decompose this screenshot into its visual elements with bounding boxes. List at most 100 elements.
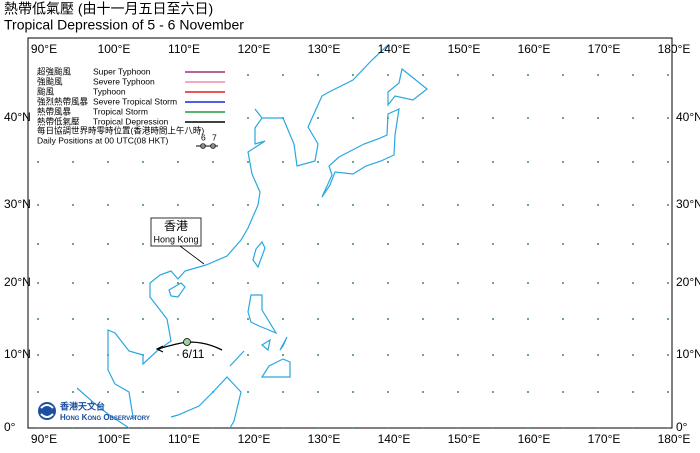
grid-dot	[597, 354, 599, 356]
grid-dot	[72, 354, 74, 356]
grid-dot	[212, 354, 214, 356]
grid-dot	[492, 161, 494, 163]
grid-dot	[527, 354, 529, 356]
legend-zh: 強烈熱帶風暴	[37, 96, 89, 106]
grid-dot	[527, 117, 529, 119]
latitude-label: 0°	[4, 420, 16, 434]
longitude-label: 140°E	[378, 42, 411, 56]
longitude-label: 100°E	[98, 42, 131, 56]
grid-dot	[352, 318, 354, 320]
grid-dot	[37, 161, 39, 163]
grid-dot	[107, 318, 109, 320]
grid-dot	[247, 354, 249, 356]
grid-dot	[282, 354, 284, 356]
grid-dot	[317, 354, 319, 356]
grid-dot	[597, 427, 599, 429]
grid-dot	[422, 117, 424, 119]
grid-dot	[37, 427, 39, 429]
legend-example: 6 7	[196, 132, 218, 149]
grid-dot	[422, 318, 424, 320]
grid-dot	[212, 204, 214, 206]
grid-dot	[632, 282, 634, 284]
grid-dot	[317, 117, 319, 119]
grid-dot	[247, 391, 249, 393]
longitude-label: 110°E	[168, 432, 200, 446]
pointer-line	[179, 245, 205, 265]
legend-en: Tropical Storm	[93, 106, 148, 116]
legend-note-zh: 每日協調世界時零時位置(香港時間上午八時)	[37, 125, 204, 135]
grid-dot	[597, 243, 599, 245]
grid-dot	[37, 354, 39, 356]
grid-dot	[247, 204, 249, 206]
grid-dot	[597, 318, 599, 320]
grid-dot	[37, 243, 39, 245]
grid-dot	[72, 391, 74, 393]
grid-dot	[562, 354, 564, 356]
grid-dot	[632, 117, 634, 119]
latitude-label: 0°	[676, 420, 688, 434]
grid-dot	[317, 282, 319, 284]
grid-dot	[492, 204, 494, 206]
grid-dot	[457, 243, 459, 245]
grid-dot	[597, 282, 599, 284]
grid-dot	[562, 161, 564, 163]
title-zh: 熱帶低氣壓 (由十一月五日至六日)	[4, 1, 213, 17]
grid-dot	[527, 282, 529, 284]
legend-zh: 熱帶風暴	[37, 106, 72, 116]
grid-dot	[212, 243, 214, 245]
grid-dot	[72, 204, 74, 206]
grid-dot	[632, 204, 634, 206]
grid-dot	[527, 161, 529, 163]
place-en: Hong Kong	[153, 234, 198, 244]
grid-dot	[667, 204, 669, 206]
example-dot	[200, 143, 206, 149]
grid-dot	[667, 282, 669, 284]
grid-dot	[632, 354, 634, 356]
daily-position	[183, 338, 191, 346]
longitude-label: 170°E	[588, 42, 621, 56]
grid-dot	[562, 282, 564, 284]
grid-dot	[282, 318, 284, 320]
latitude-label: 20°N	[676, 275, 700, 289]
grid-dot	[142, 243, 144, 245]
grid-dot	[527, 318, 529, 320]
grid-dot	[177, 204, 179, 206]
grid-dot	[37, 391, 39, 393]
grid-dot	[422, 243, 424, 245]
grid-dot	[457, 161, 459, 163]
grid-dot	[597, 161, 599, 163]
place-label: 香港 Hong Kong	[150, 217, 205, 265]
grid-dot	[387, 391, 389, 393]
grid-dot	[492, 427, 494, 429]
grid-dot	[457, 391, 459, 393]
legend-note-en: Daily Positions at 00 UTC(08 HKT)	[37, 135, 168, 145]
grid-dot	[422, 427, 424, 429]
grid-dot	[107, 391, 109, 393]
grid-dot	[107, 161, 109, 163]
grid-dot	[667, 354, 669, 356]
grid-dot	[72, 318, 74, 320]
legend-zh: 颱風	[37, 86, 55, 96]
grid-dot	[72, 282, 74, 284]
grid-dot	[177, 161, 179, 163]
legend-en: Tropical Depression	[93, 116, 169, 126]
logo-zh: 香港天文台	[59, 400, 105, 411]
logo-mark	[40, 404, 54, 418]
track-arrow	[155, 345, 164, 353]
grid-dot	[562, 427, 564, 429]
grid-dot	[317, 391, 319, 393]
grid-dot	[212, 161, 214, 163]
grid-dot	[177, 318, 179, 320]
latitude-label: 40°N	[4, 110, 31, 124]
grid-dot	[457, 427, 459, 429]
grid-dot	[597, 117, 599, 119]
grid-dot	[72, 427, 74, 429]
grid-dot	[387, 282, 389, 284]
grid-dot	[527, 427, 529, 429]
grid-dot	[107, 243, 109, 245]
grid-dot	[667, 391, 669, 393]
longitude-label: 100°E	[98, 432, 131, 446]
longitude-label: 140°E	[378, 432, 411, 446]
grid-dot	[387, 74, 389, 76]
